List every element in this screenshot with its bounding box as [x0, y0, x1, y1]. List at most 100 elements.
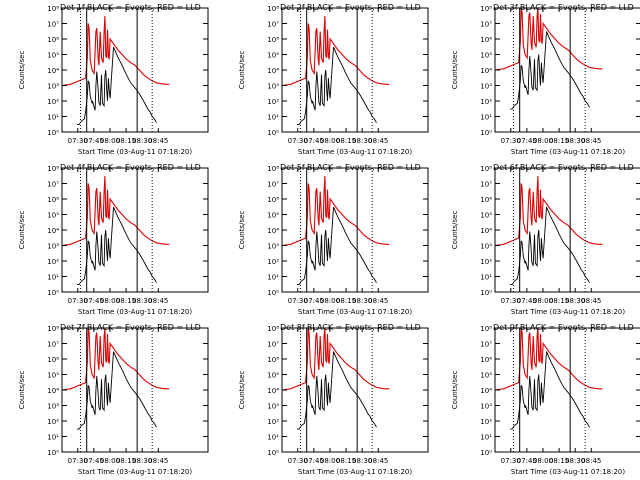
- y-tick-label: 10³: [480, 403, 492, 411]
- y-tick-label: 10¹: [267, 114, 279, 122]
- x-tick-label: 07:30: [288, 457, 308, 465]
- chart-panel-1: 10⁰10¹10²10³10⁴10⁵10⁶10⁷10⁸07:3007:4508:…: [18, 3, 209, 156]
- x-tick-label: 08:30: [352, 457, 372, 465]
- chart-panel-8: 10⁰10¹10²10³10⁴10⁵10⁶10⁷10⁸07:3007:4508:…: [238, 323, 429, 476]
- x-tick-label: 07:30: [68, 137, 88, 145]
- y-tick-label: 10⁸: [267, 5, 279, 13]
- y-tick-label: 10⁷: [47, 181, 59, 189]
- lld-series-line: [495, 176, 603, 247]
- y-axis-label: Counts/sec: [238, 211, 246, 250]
- panel-title: Det 4f-BLACK = Events, RED = LLD: [60, 163, 201, 172]
- x-axis-label: Start Time (03-Aug-11 07:18:20): [78, 468, 192, 476]
- y-tick-label: 10⁰: [267, 289, 279, 297]
- y-tick-label: 10⁷: [480, 21, 492, 29]
- y-tick-label: 10⁸: [480, 325, 492, 333]
- y-axis-label: Counts/sec: [18, 51, 26, 90]
- y-axis-label: Counts/sec: [18, 371, 26, 410]
- y-tick-label: 10⁵: [267, 212, 279, 220]
- x-tick-label: 08:30: [565, 457, 585, 465]
- y-tick-label: 10⁵: [480, 372, 492, 380]
- y-tick-label: 10⁴: [480, 67, 492, 75]
- x-tick-label: 08:15: [549, 457, 569, 465]
- x-tick-label: 08:45: [581, 137, 601, 145]
- panel-title: Det 2f-BLACK = Events, RED = LLD: [280, 3, 421, 12]
- y-tick-label: 10⁷: [480, 341, 492, 349]
- y-tick-label: 10⁶: [47, 36, 59, 44]
- y-axis-label: Counts/sec: [238, 51, 246, 90]
- panel-title: Det 8f-BLACK = Events, RED = LLD: [280, 323, 421, 332]
- y-tick-label: 10⁰: [480, 449, 492, 457]
- x-tick-label: 07:30: [68, 297, 88, 305]
- y-tick-label: 10¹: [480, 434, 492, 442]
- events-series-line: [510, 206, 590, 286]
- plot-frame: [494, 327, 640, 453]
- lld-series-line: [62, 328, 170, 391]
- x-tick-label: 07:30: [501, 457, 521, 465]
- y-tick-label: 10⁵: [47, 52, 59, 60]
- y-tick-label: 10⁰: [47, 449, 59, 457]
- events-series-line: [77, 46, 157, 126]
- panel-title: Det 9f-BLACK = Events, RED = LLD: [493, 323, 634, 332]
- y-tick-label: 10²: [480, 98, 492, 106]
- y-tick-label: 10¹: [47, 434, 59, 442]
- x-axis-label: Start Time (03-Aug-11 07:18:20): [298, 148, 412, 156]
- y-tick-label: 10²: [480, 418, 492, 426]
- y-tick-label: 10⁰: [267, 449, 279, 457]
- y-tick-label: 10⁶: [47, 196, 59, 204]
- panel-title: Det 3f-BLACK = Events, RED = LLD: [493, 3, 634, 12]
- panel-title: Det 5f-BLACK = Events, RED = LLD: [280, 163, 421, 172]
- chart-panel-4: 10⁰10¹10²10³10⁴10⁵10⁶10⁷10⁸07:3007:4508:…: [18, 163, 209, 316]
- x-axis-label: Start Time (03-Aug-11 07:18:20): [511, 468, 625, 476]
- panel-title: Det 6f-BLACK = Events, RED = LLD: [493, 163, 634, 172]
- chart-panel-5: 10⁰10¹10²10³10⁴10⁵10⁶10⁷10⁸07:3007:4508:…: [238, 163, 429, 316]
- y-tick-label: 10⁶: [267, 356, 279, 364]
- x-axis-label: Start Time (03-Aug-11 07:18:20): [298, 468, 412, 476]
- y-axis-label: Counts/sec: [18, 211, 26, 250]
- x-tick-label: 08:45: [148, 137, 168, 145]
- lld-series-line: [282, 16, 390, 87]
- y-tick-label: 10³: [47, 243, 59, 251]
- x-axis-label: Start Time (03-Aug-11 07:18:20): [511, 308, 625, 316]
- x-tick-label: 08:30: [565, 137, 585, 145]
- events-series-line: [510, 351, 590, 430]
- y-tick-label: 10⁶: [47, 356, 59, 364]
- events-series-line: [77, 206, 157, 286]
- y-axis-label: Counts/sec: [451, 371, 459, 410]
- x-axis-label: Start Time (03-Aug-11 07:18:20): [78, 148, 192, 156]
- y-axis-label: Counts/sec: [451, 211, 459, 250]
- y-tick-label: 10⁸: [480, 165, 492, 173]
- x-tick-label: 08:45: [368, 297, 388, 305]
- y-tick-label: 10⁵: [47, 212, 59, 220]
- lld-series-line: [495, 328, 603, 391]
- y-tick-label: 10⁸: [267, 325, 279, 333]
- x-tick-label: 08:00: [533, 297, 553, 305]
- y-tick-label: 10⁵: [480, 52, 492, 60]
- x-tick-label: 08:15: [116, 457, 136, 465]
- y-axis-label: Counts/sec: [238, 371, 246, 410]
- y-tick-label: 10⁸: [267, 165, 279, 173]
- x-tick-label: 07:45: [84, 137, 104, 145]
- y-tick-label: 10²: [47, 418, 59, 426]
- y-tick-label: 10⁸: [480, 5, 492, 13]
- y-tick-label: 10⁷: [47, 21, 59, 29]
- y-tick-label: 10³: [47, 403, 59, 411]
- x-tick-label: 07:45: [304, 137, 324, 145]
- plot-frame: [281, 327, 429, 453]
- x-tick-label: 08:00: [100, 297, 120, 305]
- y-tick-label: 10³: [47, 83, 59, 91]
- x-tick-label: 08:30: [132, 457, 152, 465]
- y-tick-label: 10⁶: [480, 36, 492, 44]
- y-tick-label: 10⁸: [47, 5, 59, 13]
- y-tick-label: 10⁵: [47, 372, 59, 380]
- x-tick-label: 08:45: [581, 297, 601, 305]
- y-tick-label: 10⁶: [267, 36, 279, 44]
- x-tick-label: 08:45: [581, 457, 601, 465]
- y-tick-label: 10⁸: [47, 165, 59, 173]
- y-tick-label: 10⁷: [267, 181, 279, 189]
- events-series-line: [510, 31, 590, 110]
- x-tick-label: 07:45: [304, 297, 324, 305]
- x-tick-label: 08:00: [320, 297, 340, 305]
- x-axis-label: Start Time (03-Aug-11 07:18:20): [511, 148, 625, 156]
- y-tick-label: 10⁷: [267, 21, 279, 29]
